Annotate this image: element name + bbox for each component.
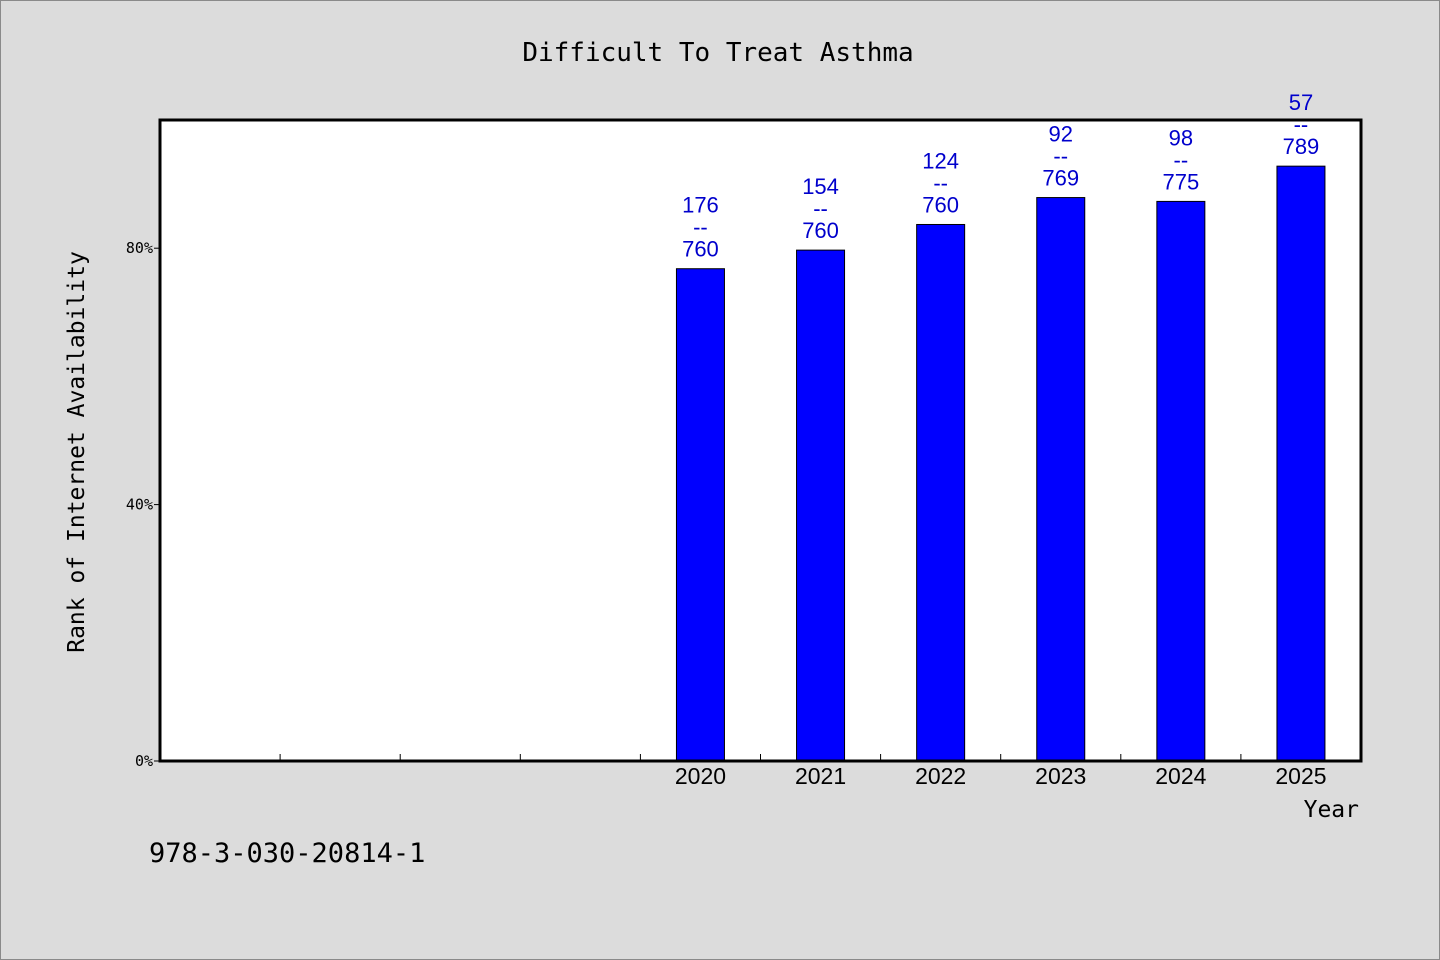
data-label-2025: 57 --789 (1283, 90, 1320, 159)
y-tick-label: 40% (126, 496, 153, 514)
bar-2024 (1156, 200, 1206, 762)
bar-2020 (675, 268, 725, 762)
x-tick-label-2021: 2021 (795, 763, 846, 789)
x-tick-label-2020: 2020 (675, 763, 726, 789)
x-axis-ticks: 2020 2021 2022 2023 2024 2025 (279, 754, 1327, 789)
y-tick-label: 80% (126, 239, 153, 257)
x-tick-label-2023: 2023 (1035, 763, 1086, 789)
x-tick-label-2025: 2025 (1275, 763, 1326, 789)
footer-id-text: 978-3-030-20814-1 (149, 838, 425, 869)
bar-2021 (796, 249, 846, 762)
data-label-2022: 124 --760 (922, 148, 959, 217)
x-tick-label-2022: 2022 (915, 763, 966, 789)
data-label-2023: 92 --769 (1042, 122, 1079, 191)
y-axis-ticks: 0% 40% 80% (126, 239, 160, 770)
x-tick-label-2024: 2024 (1155, 763, 1206, 789)
y-tick-label: 0% (135, 752, 153, 770)
data-label-2020: 176 --760 (682, 193, 719, 262)
bar-2025 (1276, 165, 1326, 762)
data-label-2021: 154 --760 (802, 174, 839, 243)
x-axis-label: Year (1304, 797, 1359, 823)
data-labels-group: 176 --760 154 --760 124 --760 92 --769 98 --775 57… (682, 90, 1319, 262)
bars-group (675, 165, 1326, 762)
chart-title: Difficult To Treat Asthma (522, 38, 913, 68)
data-label-2024: 98 --775 (1162, 125, 1199, 194)
bar-2022 (916, 223, 966, 762)
bar-2023 (1036, 197, 1086, 762)
y-axis-label: Rank of Internet Availability (64, 251, 90, 653)
